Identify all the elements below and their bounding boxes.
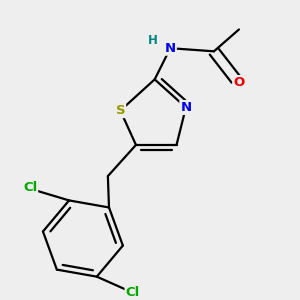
Text: O: O <box>233 76 244 89</box>
Text: N: N <box>165 42 176 55</box>
Text: Cl: Cl <box>125 286 140 299</box>
Text: Cl: Cl <box>23 182 37 194</box>
Text: S: S <box>116 104 125 117</box>
Text: H: H <box>148 34 158 47</box>
Text: N: N <box>180 101 191 114</box>
